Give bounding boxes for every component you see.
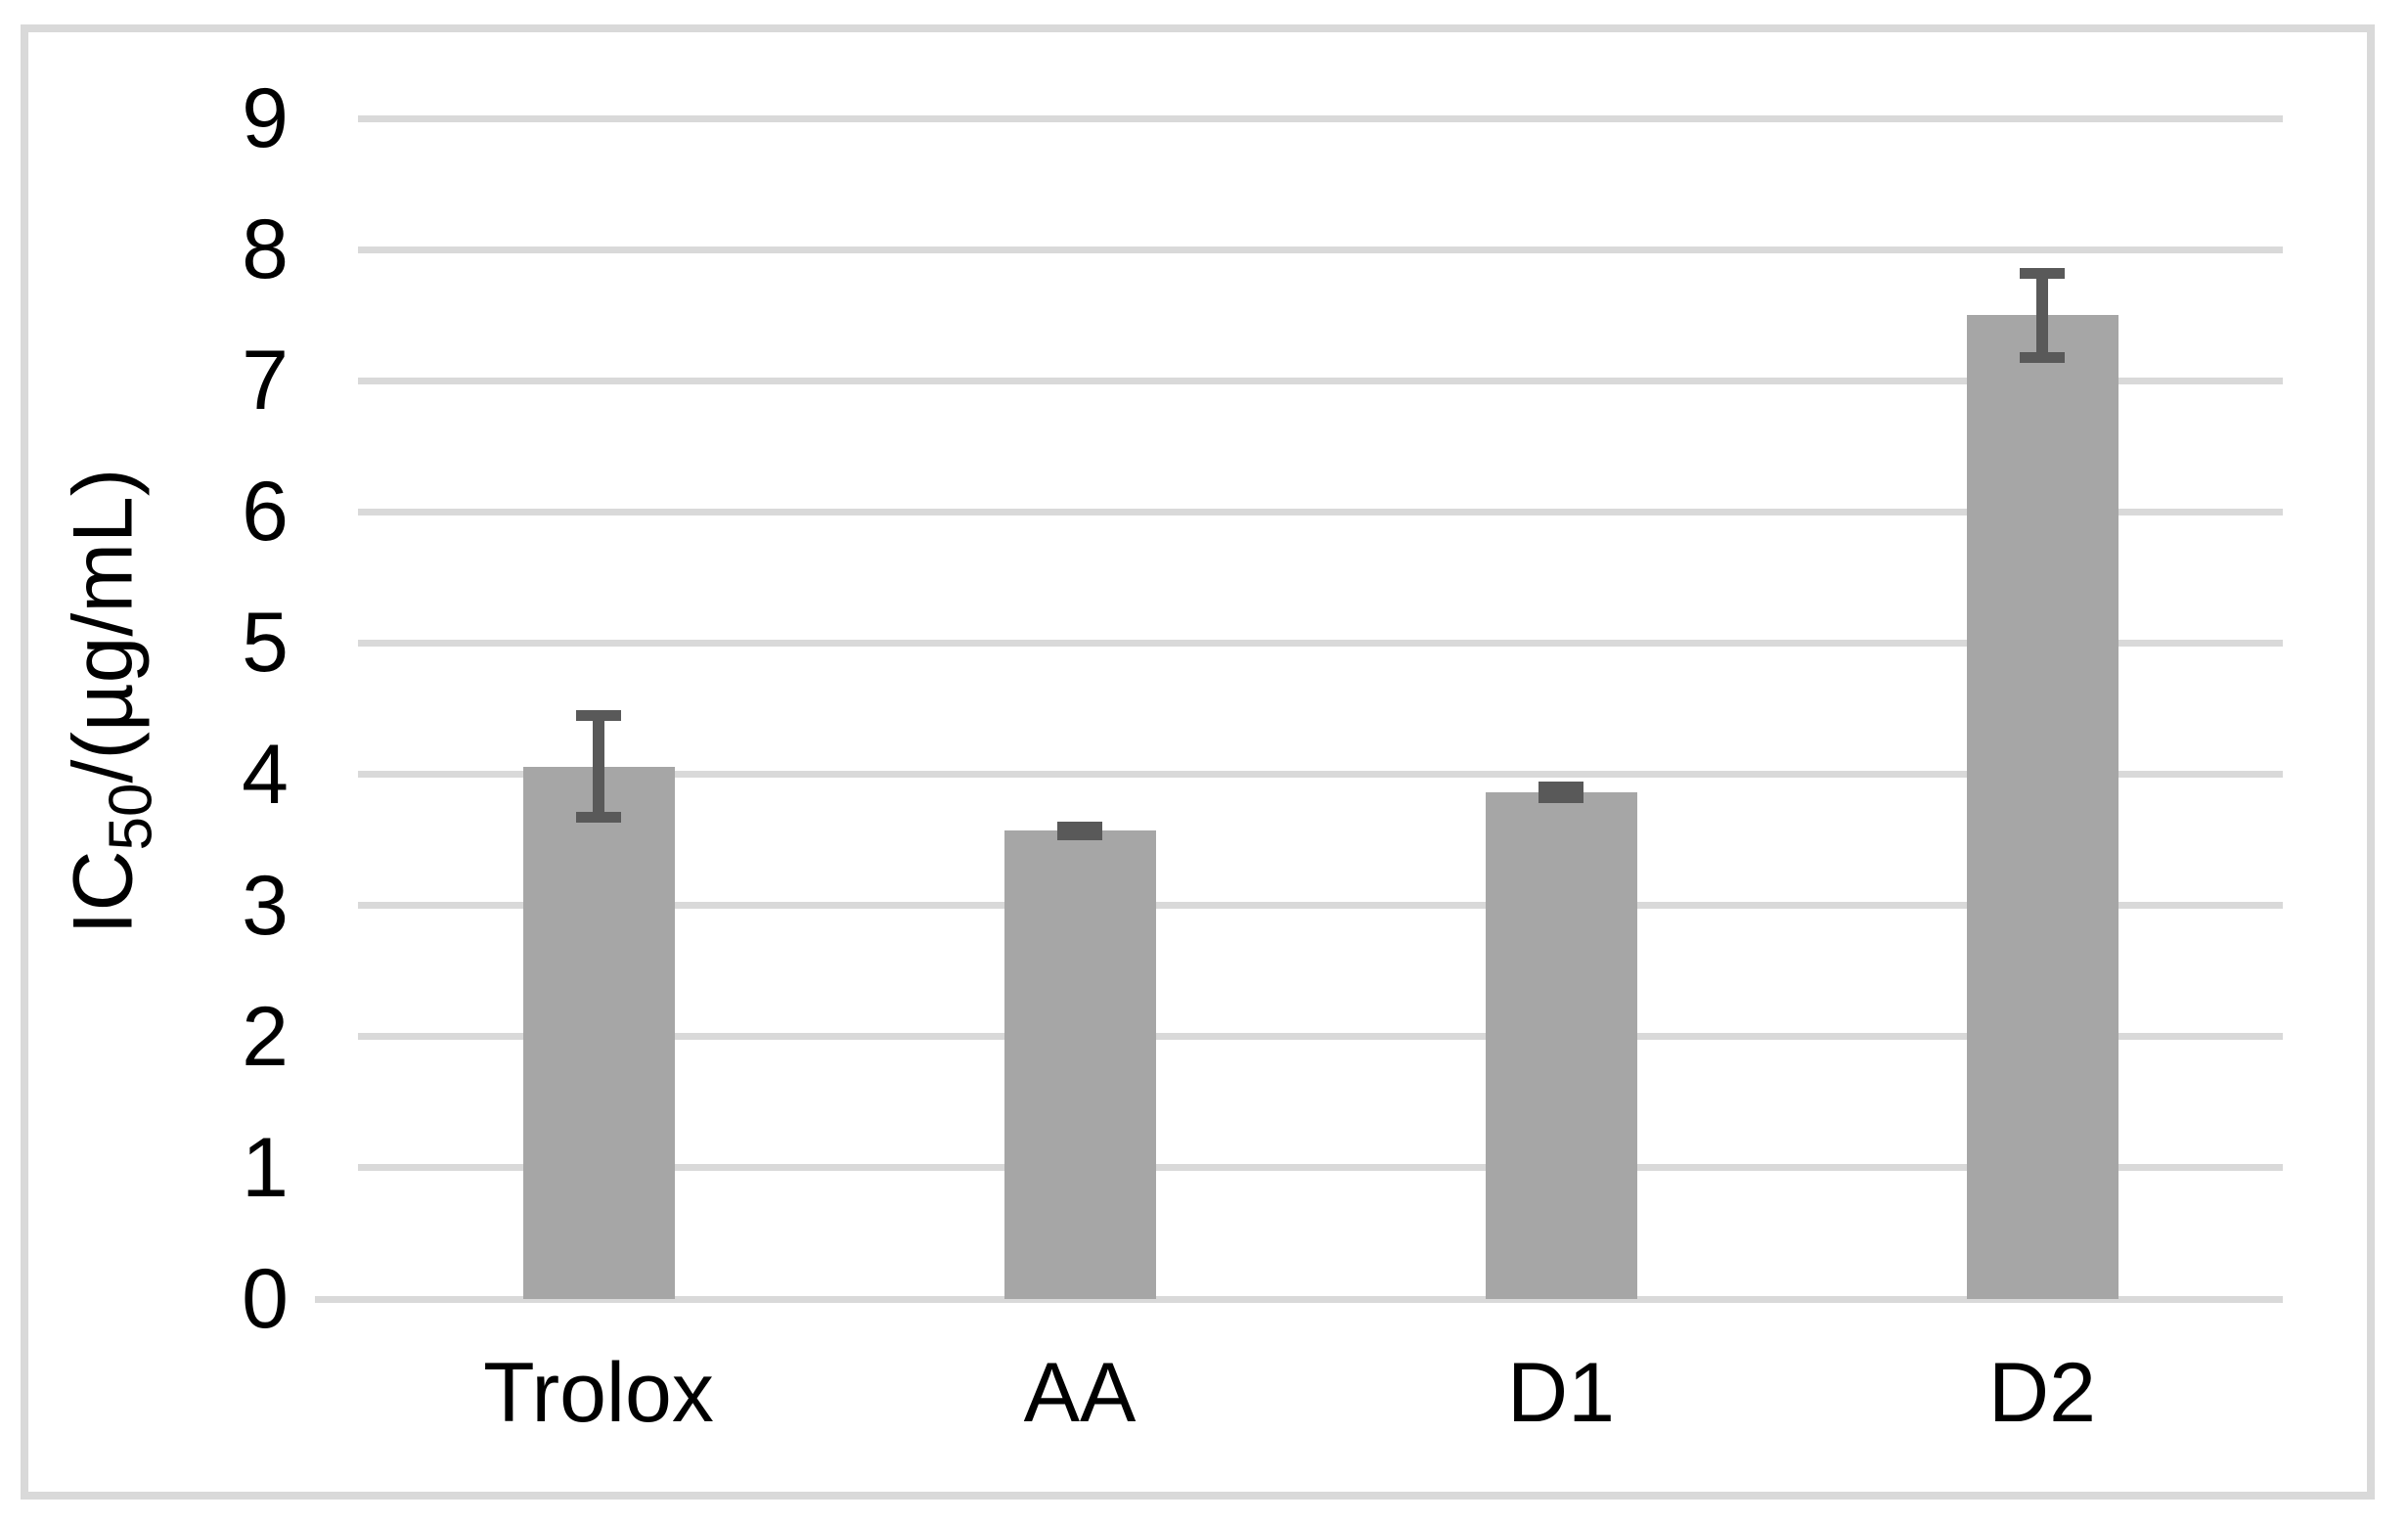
y-tick-label-8: 8 <box>242 202 289 297</box>
x-category-label-aa: AA <box>1023 1346 1137 1440</box>
error-bar-bottom-cap-d2 <box>2020 351 2065 363</box>
error-bar-top-cap-aa <box>1057 821 1102 832</box>
y-tick-label-3: 3 <box>242 858 289 953</box>
y-axis-title-suffix: /(µg/mL) <box>56 468 151 784</box>
y-axis-title-prefix: IC <box>56 850 151 935</box>
error-bar-bottom-cap-aa <box>1057 829 1102 840</box>
error-bar-top-cap-trolox <box>576 709 621 721</box>
bar-d1 <box>1485 792 1637 1299</box>
x-category-label-d1: D1 <box>1507 1346 1615 1440</box>
bar-trolox <box>522 766 675 1299</box>
error-bar-bottom-cap-d1 <box>1538 792 1583 804</box>
gridline-y-7 <box>358 377 2283 384</box>
error-bar-line-trolox <box>593 715 604 818</box>
error-bar-top-cap-d1 <box>1538 782 1583 793</box>
y-tick-label-7: 7 <box>242 334 289 428</box>
error-bar-bottom-cap-trolox <box>576 812 621 824</box>
gridline-y-9 <box>358 114 2283 122</box>
gridline-y-1 <box>358 1164 2283 1172</box>
gridline-y-3 <box>358 902 2283 910</box>
y-tick-label-0: 0 <box>242 1252 289 1346</box>
x-category-label-trolox: Trolox <box>483 1346 714 1440</box>
x-axis-baseline <box>315 1295 2283 1303</box>
error-bar-line-d2 <box>2036 273 2048 358</box>
gridline-y-5 <box>358 639 2283 647</box>
x-category-label-d2: D2 <box>1988 1346 2096 1440</box>
error-bar-top-cap-d2 <box>2020 267 2065 279</box>
y-tick-label-6: 6 <box>242 465 289 560</box>
gridline-y-6 <box>358 508 2283 515</box>
y-tick-label-9: 9 <box>242 71 289 165</box>
gridline-y-2 <box>358 1033 2283 1041</box>
gridline-y-4 <box>358 771 2283 779</box>
y-tick-label-4: 4 <box>242 727 289 822</box>
y-axis-title: IC50/(µg/mL) <box>57 469 174 935</box>
gridline-y-8 <box>358 246 2283 253</box>
bar-d2 <box>1966 315 2118 1299</box>
y-tick-label-1: 1 <box>242 1120 289 1215</box>
y-tick-label-2: 2 <box>242 989 289 1084</box>
y-axis-title-subscript: 50 <box>97 783 165 851</box>
y-tick-label-5: 5 <box>242 596 289 691</box>
bar-aa <box>1003 830 1156 1299</box>
